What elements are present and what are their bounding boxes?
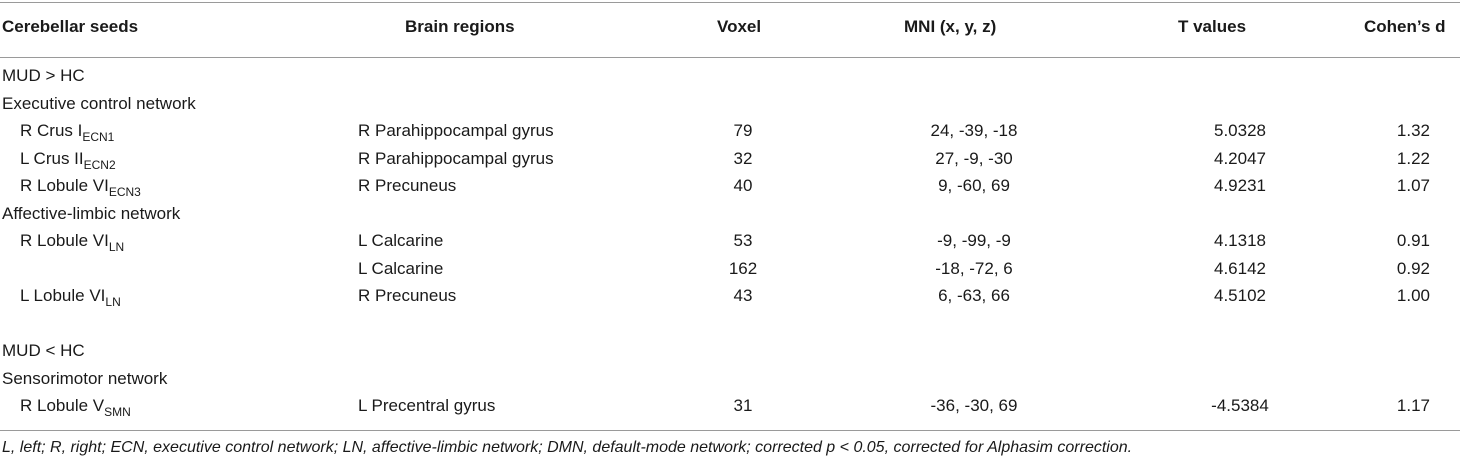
section-row: MUD < HC [0,338,1460,365]
voxel-cell: 79 [733,121,753,140]
header-t-values: T values [1178,17,1247,36]
cohens-d-cell: 0.91 [1396,231,1430,250]
voxel-cell: 162 [728,259,758,278]
cohens-d-cell: 1.22 [1396,149,1430,168]
t-value-cell: -4.5384 [1211,396,1269,415]
section-label: MUD < HC [2,341,85,360]
mni-cell: -18, -72, 6 [935,259,1013,278]
region-cell: R Parahippocampal gyrus [358,149,554,168]
table-row: L Calcarine 162 -18, -72, 6 4.6142 0.92 [0,256,1460,283]
voxel-cell: 43 [733,286,753,305]
mni-cell: 27, -9, -30 [935,149,1013,168]
seed-cell: L Crus IIECN2 [20,149,116,172]
region-cell: R Parahippocampal gyrus [358,121,554,140]
network-label: Sensorimotor network [2,369,168,388]
cohens-d-cell: 0.92 [1396,259,1430,278]
cohens-d-cell: 1.32 [1396,121,1430,140]
table-top-rule [0,2,1460,3]
t-value-cell: 4.1318 [1214,231,1266,250]
section-label: MUD > HC [2,66,85,85]
region-cell: R Precuneus [358,286,457,305]
region-cell: L Calcarine [358,259,444,278]
seed-cell: R Lobule VILN [20,231,125,254]
section-row: Executive control network [0,91,1460,118]
seed-cell: R Lobule VIECN3 [20,176,141,199]
cohens-d-cell: 1.00 [1396,286,1430,305]
section-row: MUD > HC [0,63,1460,90]
t-value-cell: 4.9231 [1214,176,1266,195]
table-bottom-rule [0,430,1460,431]
table-row: R Lobule VSMN L Precentral gyrus 31 -36,… [0,393,1460,420]
seed-cell: R Lobule VSMN [20,396,131,419]
t-value-cell: 4.5102 [1214,286,1266,305]
region-cell: R Precuneus [358,176,457,195]
header-mni: MNI (x, y, z) [904,17,997,36]
region-cell: L Calcarine [358,231,444,250]
section-row: Affective-limbic network [0,201,1460,228]
t-value-cell: 4.2047 [1214,149,1266,168]
voxel-cell: 40 [733,176,753,195]
cohens-d-cell: 1.07 [1396,176,1430,195]
voxel-cell: 53 [733,231,753,250]
mni-cell: -9, -99, -9 [937,231,1011,250]
voxel-cell: 32 [733,149,753,168]
region-cell: L Precentral gyrus [358,396,496,415]
t-value-cell: 5.0328 [1214,121,1266,140]
header-brain-regions: Brain regions [405,17,515,36]
header-voxel: Voxel [717,17,762,36]
mni-cell: 6, -63, 66 [938,286,1010,305]
table-row: R Lobule VILN L Calcarine 53 -9, -99, -9… [0,228,1460,255]
seed-cell: R Crus IECN1 [20,121,115,144]
table-row: L Lobule VILN R Precuneus 43 6, -63, 66 … [0,283,1460,310]
seed-cell: L Lobule VILN [20,286,121,309]
network-label: Affective-limbic network [2,204,181,223]
table-footnote: L, left; R, right; ECN, executive contro… [2,439,1133,456]
header-cohens-d: Cohen’s d [1364,17,1446,36]
table-row: R Crus IECN1 R Parahippocampal gyrus 79 … [0,118,1460,145]
table-row: L Crus IIECN2 R Parahippocampal gyrus 32… [0,146,1460,173]
t-value-cell: 4.6142 [1214,259,1266,278]
cohens-d-cell: 1.17 [1396,396,1430,415]
voxel-cell: 31 [733,396,753,415]
header-rule [0,57,1460,58]
table-row: R Lobule VIECN3 R Precuneus 40 9, -60, 6… [0,173,1460,200]
mni-cell: 9, -60, 69 [938,176,1010,195]
section-row: Sensorimotor network [0,366,1460,393]
header-cerebellar-seeds: Cerebellar seeds [2,17,139,36]
network-label: Executive control network [2,94,196,113]
mni-cell: -36, -30, 69 [930,396,1018,415]
mni-cell: 24, -39, -18 [930,121,1018,140]
